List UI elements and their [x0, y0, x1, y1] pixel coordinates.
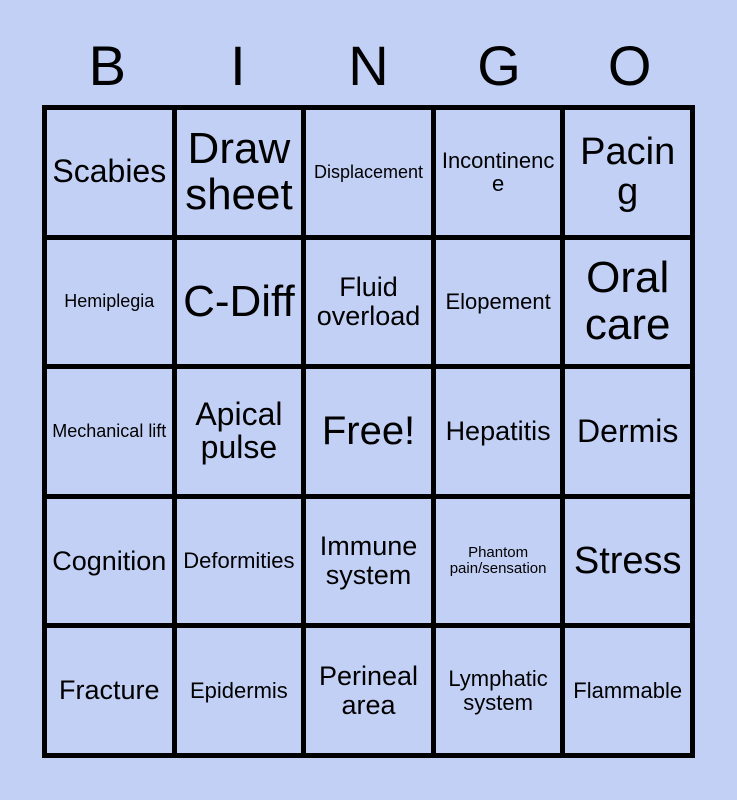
bingo-cell-r3-c4[interactable]: Hepatitis [435, 369, 566, 499]
bingo-cell-r5-c5[interactable]: Flammable [565, 628, 695, 758]
bingo-cell-r5-c1[interactable]: Fracture [47, 628, 177, 758]
bingo-cell-label: Fracture [59, 675, 160, 706]
bingo-cell-label: Incontinence [441, 147, 555, 197]
bingo-cell-r2-c1[interactable]: Hemiplegia [47, 239, 177, 370]
bingo-cell-r3-c5[interactable]: Dermis [565, 369, 695, 499]
bingo-cell-label: Epidermis [189, 678, 288, 704]
bingo-cell-r1-c5[interactable]: Pacing [565, 110, 695, 240]
bingo-cell-label: Scabies [52, 153, 167, 190]
bingo-cell-r5-c3[interactable]: Perineal area [306, 628, 436, 758]
bingo-cell-label: Oral care [584, 253, 671, 349]
bingo-cell-r1-c1[interactable]: Scabies [47, 110, 177, 240]
bingo-cell-label: Draw sheet [185, 123, 293, 220]
bingo-cell-r1-c3[interactable]: Displacement [306, 110, 436, 240]
bingo-cell-r4-c5[interactable]: Stress [565, 498, 695, 629]
bingo-grid: Scabies Draw sheet Displacement Incontinenc… [42, 105, 695, 758]
bingo-header-letter-o: O [607, 34, 652, 97]
bingo-cell-label: Fluid overload [316, 272, 421, 331]
bingo-header-letter-g: G [477, 34, 521, 97]
bingo-header-letter-b: B [88, 34, 126, 97]
bingo-cell-r4-c1[interactable]: Cognition [47, 498, 177, 629]
bingo-cell-label: Mechanical lift [52, 420, 167, 441]
bingo-cell-r1-c2[interactable]: Draw sheet [176, 110, 307, 240]
bingo-cell-label: C-Diff [183, 276, 295, 326]
bingo-cell-r3-c1[interactable]: Mechanical lift [47, 369, 177, 499]
bingo-free-space[interactable]: Free! [306, 369, 436, 499]
bingo-cell-label: Hemiplegia [64, 291, 155, 312]
bingo-cell-label: Stress [573, 539, 682, 582]
bingo-cell-r4-c2[interactable]: Deformities [176, 498, 307, 629]
bingo-cell-label: Deformities [183, 548, 295, 574]
bingo-cell-label: Pacing [580, 131, 676, 214]
bingo-cell-label: Elopement [445, 289, 551, 315]
bingo-cell-label: Dermis [577, 412, 679, 449]
bingo-cell-r2-c2[interactable]: C-Diff [176, 239, 307, 370]
bingo-cell-r3-c2[interactable]: Apical pulse [176, 369, 307, 499]
bingo-cell-label: Phantom pain/sensation [449, 544, 547, 578]
bingo-header-letter-i: I [230, 34, 246, 97]
bingo-header-letter-n: N [348, 34, 389, 97]
bingo-cell-label: Immune system [319, 531, 418, 591]
bingo-cell-label: Cognition [52, 545, 167, 576]
bingo-cell-r1-c4[interactable]: Incontinence [435, 110, 566, 240]
bingo-cell-label: Perineal area [318, 661, 419, 720]
bingo-cell-r5-c2[interactable]: Epidermis [176, 628, 307, 758]
bingo-cell-r2-c3[interactable]: Fluid overload [306, 239, 436, 370]
bingo-cell-r2-c4[interactable]: Elopement [435, 239, 566, 370]
bingo-cell-label: Apical pulse [195, 395, 283, 466]
bingo-cell-r4-c4[interactable]: Phantom pain/sensation [435, 498, 566, 629]
bingo-cell-label: Hepatitis [445, 416, 551, 447]
bingo-cell-label: Lymphatic system [448, 666, 548, 715]
bingo-cell-r4-c3[interactable]: Immune system [306, 498, 436, 629]
bingo-cell-r2-c5[interactable]: Oral care [565, 239, 695, 370]
bingo-cell-r5-c4[interactable]: Lymphatic system [435, 628, 566, 758]
bingo-cell-label: Flammable [573, 678, 683, 704]
bingo-cell-label: Displacement [313, 161, 424, 182]
bingo-cell-label: Free! [321, 409, 416, 454]
